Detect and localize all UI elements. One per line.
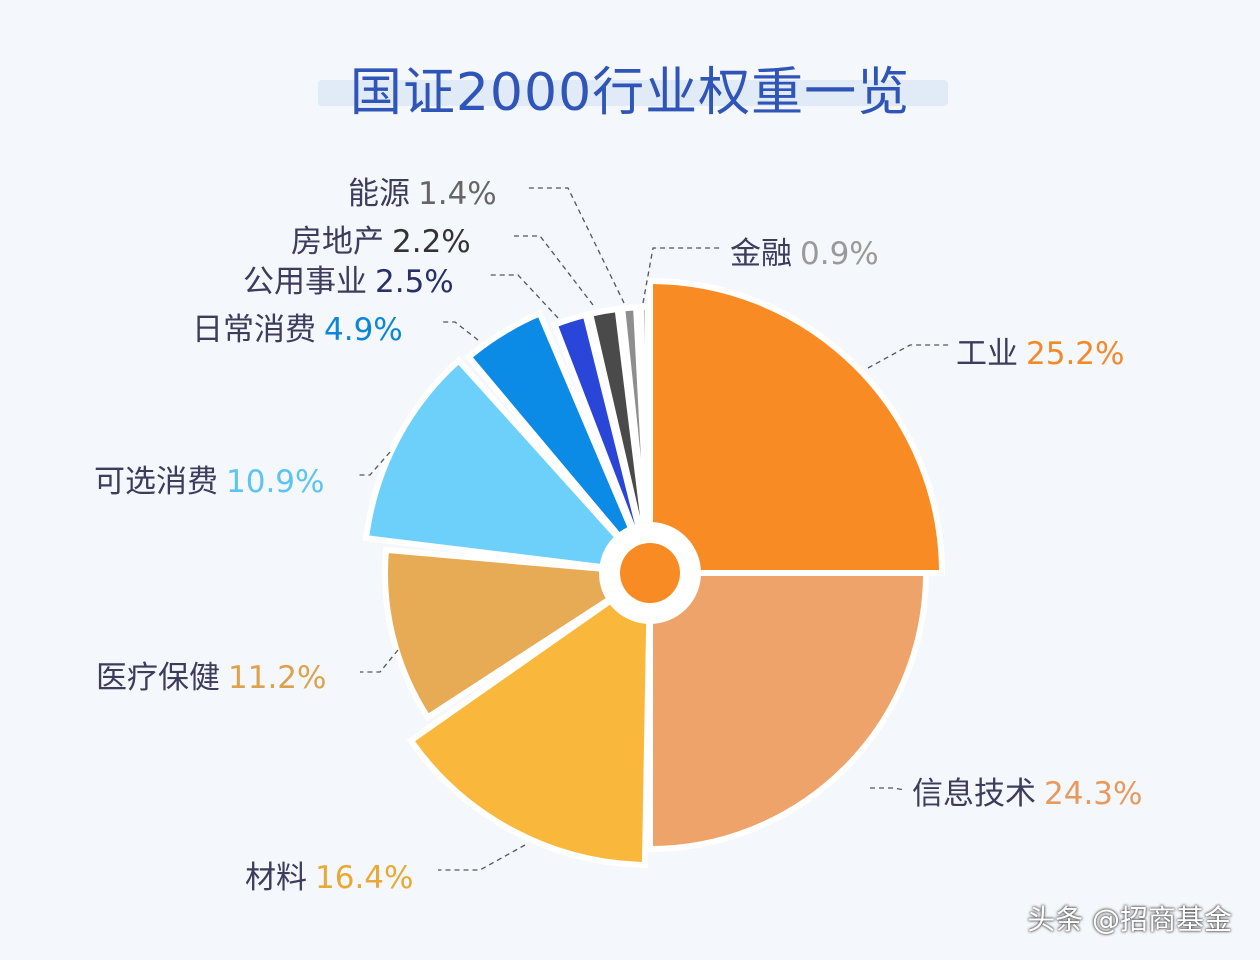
sector-信息技术 (647, 570, 930, 853)
watermark: 头条 @招商基金 (1027, 903, 1232, 936)
leader-line-it (870, 787, 906, 791)
label-real-estate: 房地产 2.2% (291, 224, 471, 260)
leader-line-healthcare (360, 649, 399, 673)
label-consumer-discretionary: 可选消费 10.9% (94, 464, 325, 500)
leader-line-staples (440, 321, 479, 341)
label-energy: 能源 1.4% (348, 176, 497, 212)
leader-line-realestate (510, 235, 594, 306)
title-highlight (318, 80, 948, 106)
leader-line-industrial (867, 344, 950, 369)
label-materials: 材料 16.4% (245, 860, 414, 896)
leader-line-energy (525, 187, 625, 304)
label-finance: 金融 0.9% (730, 236, 879, 272)
chart-title: 国证2000行业权重一览 (349, 63, 911, 123)
label-utilities: 公用事业 2.5% (243, 264, 454, 300)
leader-line-finance (642, 247, 720, 304)
leader-line-utilities (490, 274, 559, 319)
leader-line-materials (438, 844, 526, 871)
leader-line-consumer-disc (358, 451, 391, 476)
label-healthcare: 医疗保健 11.2% (96, 660, 327, 696)
sector-工业 (647, 277, 946, 576)
label-consumer-staples: 日常消费 4.9% (192, 312, 403, 348)
label-industrial: 工业 25.2% (956, 336, 1125, 372)
center-dot (620, 543, 680, 603)
label-it: 信息技术 24.3% (912, 776, 1143, 812)
